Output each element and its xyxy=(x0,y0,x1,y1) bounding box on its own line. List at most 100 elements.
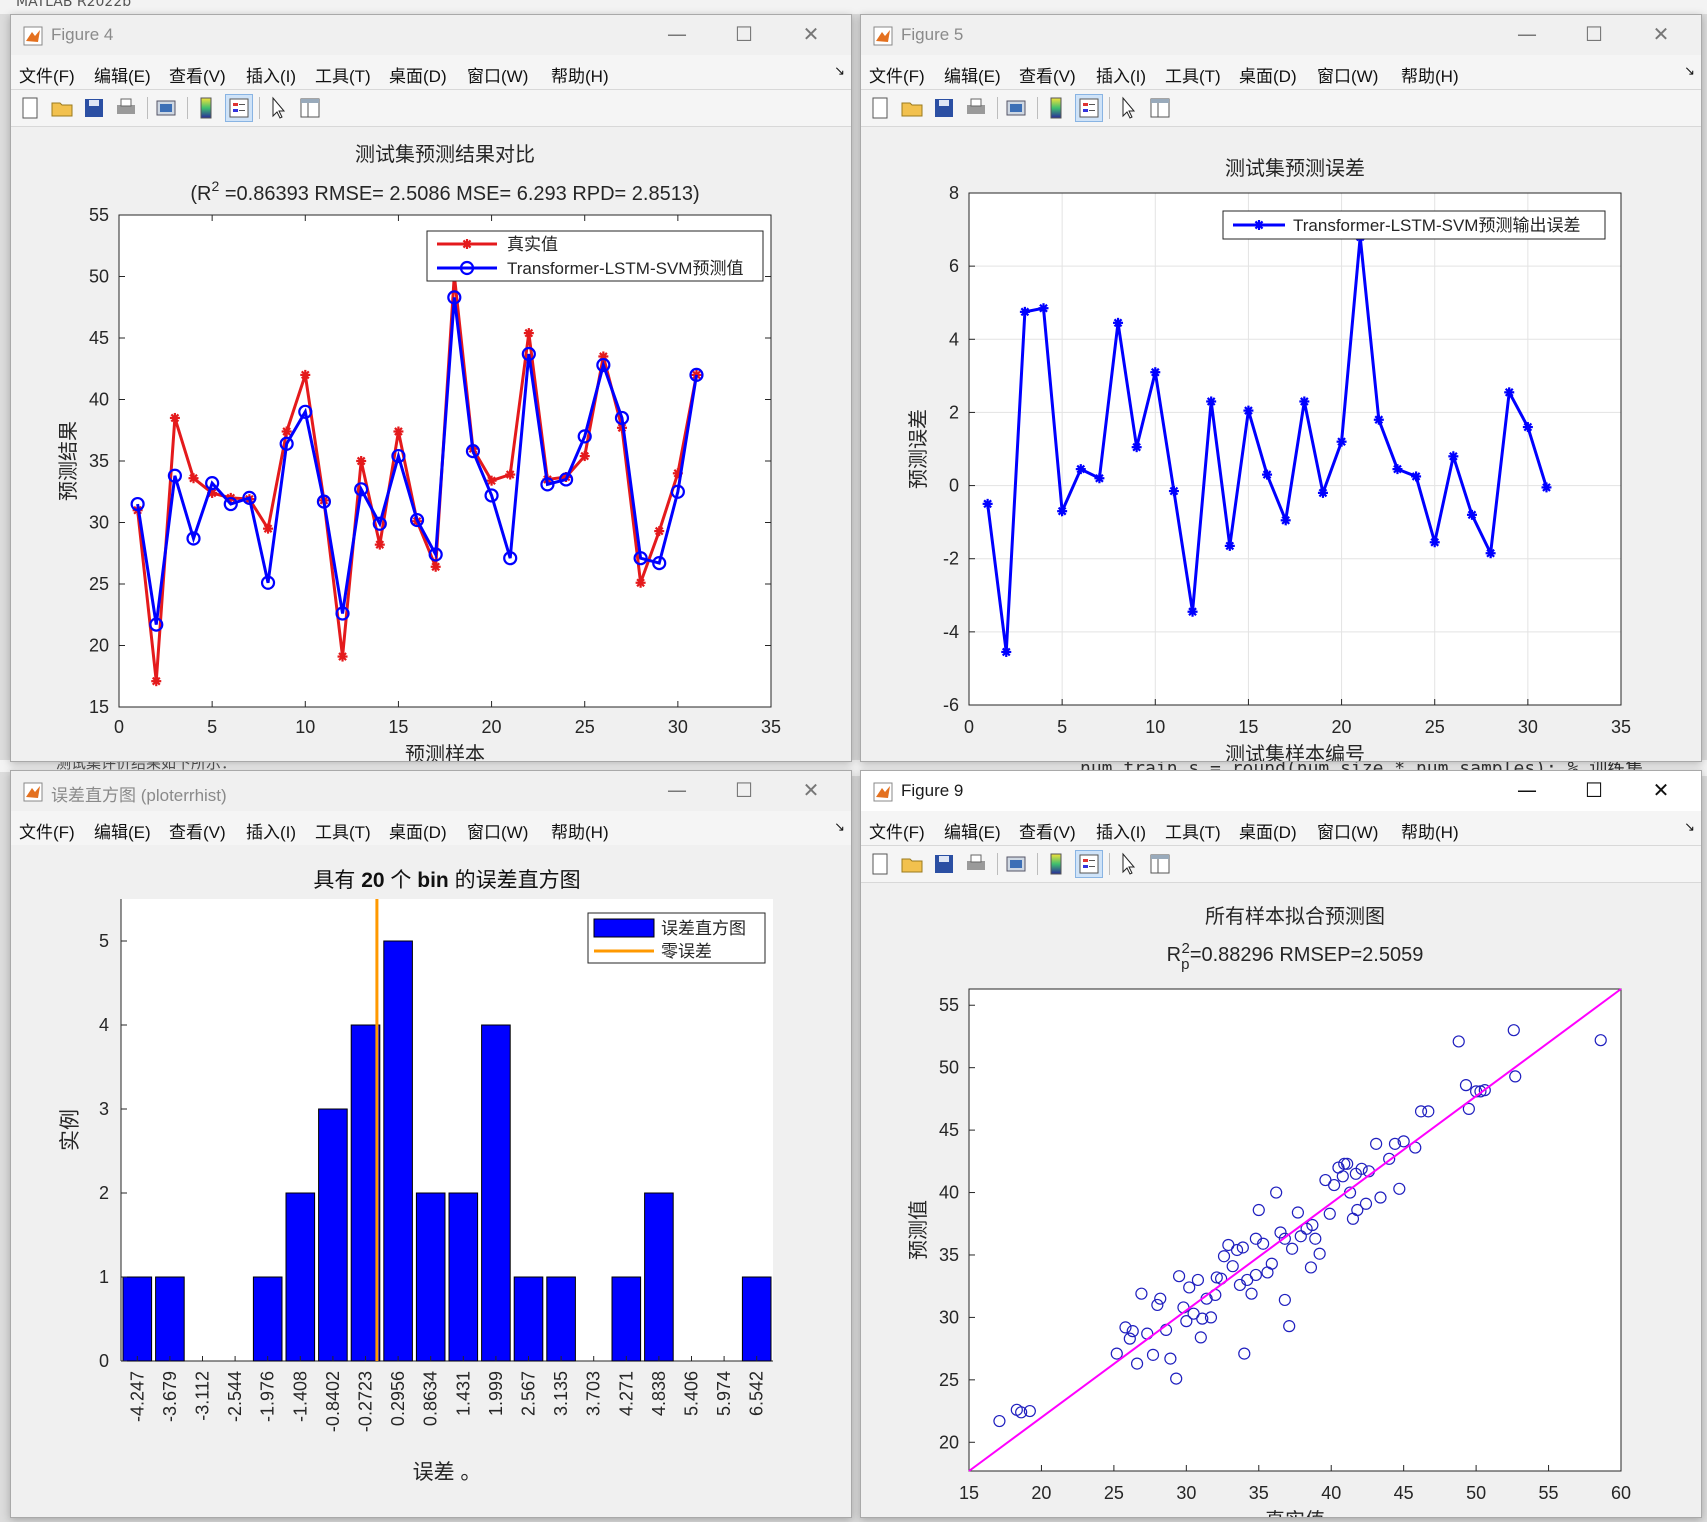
legend-icon[interactable] xyxy=(225,94,253,122)
colorbar-icon[interactable] xyxy=(1043,851,1069,877)
colorbar-icon[interactable] xyxy=(193,95,219,121)
subtitle-superscript: 2 xyxy=(212,178,220,194)
menu-edit[interactable]: 编辑(E) xyxy=(94,823,151,842)
menu-file[interactable]: 文件(F) xyxy=(19,823,75,842)
menu-help[interactable]: 帮助(H) xyxy=(1401,823,1459,842)
menu-window[interactable]: 窗口(W) xyxy=(467,67,529,86)
open-folder-icon[interactable] xyxy=(49,95,75,121)
menu-window[interactable]: 窗口(W) xyxy=(1317,67,1379,86)
close-button[interactable]: ✕ xyxy=(1652,778,1670,802)
window-titlebar[interactable]: Figure 9 — ☐ ✕ xyxy=(861,771,1701,811)
close-button[interactable]: ✕ xyxy=(802,778,820,802)
menu-file[interactable]: 文件(F) xyxy=(869,823,925,842)
save-icon[interactable] xyxy=(931,851,957,877)
menu-file[interactable]: 文件(F) xyxy=(869,67,925,86)
new-file-icon[interactable] xyxy=(17,95,43,121)
figure-5-window[interactable]: Figure 5 — ☐ ✕ 文件(F) 编辑(E) 查看(V) 插入(I) 工… xyxy=(860,14,1702,762)
minimize-button[interactable]: — xyxy=(1517,778,1537,802)
menu-insert[interactable]: 插入(I) xyxy=(1096,823,1147,842)
menu-desktop[interactable]: 桌面(D) xyxy=(389,67,447,86)
data-point-pred xyxy=(391,448,406,464)
close-button[interactable]: ✕ xyxy=(802,22,820,46)
data-point-pred xyxy=(186,531,201,546)
window-titlebar[interactable]: Figure 4 — ☐ ✕ xyxy=(11,15,851,55)
property-editor-icon[interactable] xyxy=(1147,851,1173,877)
menu-tools[interactable]: 工具(T) xyxy=(1165,823,1221,842)
close-button[interactable]: ✕ xyxy=(1652,22,1670,46)
property-editor-icon[interactable] xyxy=(297,95,323,121)
menu-insert[interactable]: 插入(I) xyxy=(1096,67,1147,86)
pointer-icon[interactable] xyxy=(1115,851,1141,877)
subtitle-part: (R xyxy=(190,183,211,205)
minimize-button[interactable]: — xyxy=(667,22,687,46)
menu-view[interactable]: 查看(V) xyxy=(169,823,226,842)
print-icon[interactable] xyxy=(963,95,989,121)
pointer-icon[interactable] xyxy=(265,95,291,121)
scatter-point xyxy=(1130,1357,1144,1370)
figure-9-window[interactable]: Figure 9 — ☐ ✕ 文件(F) 编辑(E) 查看(V) 插入(I) 工… xyxy=(860,770,1702,1518)
menu-bar: 文件(F) 编辑(E) 查看(V) 插入(I) 工具(T) 桌面(D) 窗口(W… xyxy=(11,55,851,89)
figure-4-window[interactable]: Figure 4 — ☐ ✕ 文件(F) 编辑(E) 查看(V) 插入(I) 工… xyxy=(10,14,852,762)
star-stroke xyxy=(524,328,534,338)
maximize-button[interactable]: ☐ xyxy=(735,22,753,46)
dock-arrow-icon[interactable]: ↘ xyxy=(1684,819,1695,834)
menu-desktop[interactable]: 桌面(D) xyxy=(1239,67,1297,86)
open-folder-icon[interactable] xyxy=(899,851,925,877)
dock-arrow-icon[interactable]: ↘ xyxy=(1684,63,1695,78)
window-titlebar[interactable]: Figure 5 — ☐ ✕ xyxy=(861,15,1701,55)
subtitle-part: R xyxy=(1167,944,1181,966)
open-folder-icon[interactable] xyxy=(899,95,925,121)
menu-file[interactable]: 文件(F) xyxy=(19,67,75,86)
menu-insert[interactable]: 插入(I) xyxy=(246,823,297,842)
pointer-icon[interactable] xyxy=(1115,95,1141,121)
menu-tools[interactable]: 工具(T) xyxy=(315,823,371,842)
error-histogram-window[interactable]: 误差直方图 (ploterrhist) — ☐ ✕ 文件(F) 编辑(E) 查看… xyxy=(10,770,852,1518)
menu-tools[interactable]: 工具(T) xyxy=(1165,67,1221,86)
link-plot-icon[interactable] xyxy=(153,95,179,121)
menu-desktop[interactable]: 桌面(D) xyxy=(1239,823,1297,842)
new-file-icon[interactable] xyxy=(867,851,893,877)
new-file-icon[interactable] xyxy=(867,95,893,121)
histogram-bar xyxy=(448,1192,479,1362)
menu-edit[interactable]: 编辑(E) xyxy=(944,823,1001,842)
axes-box xyxy=(968,192,1622,706)
legend-icon[interactable] xyxy=(1075,94,1103,122)
save-icon[interactable] xyxy=(81,95,107,121)
maximize-button[interactable]: ☐ xyxy=(1585,778,1603,802)
link-plot-icon[interactable] xyxy=(1003,95,1029,121)
scatter-point xyxy=(1146,1348,1160,1361)
minimize-button[interactable]: — xyxy=(1517,22,1537,46)
menu-edit[interactable]: 编辑(E) xyxy=(94,67,151,86)
save-icon[interactable] xyxy=(931,95,957,121)
property-editor-icon[interactable] xyxy=(1147,95,1173,121)
maximize-button[interactable]: ☐ xyxy=(735,778,753,802)
menu-edit[interactable]: 编辑(E) xyxy=(944,67,1001,86)
figure-9-chart: 所有样本拟合预测图 Rp2=0.88296 RMSEP=2.5059 15 20 25 3… xyxy=(907,905,1631,1517)
print-icon[interactable] xyxy=(963,851,989,877)
menu-help[interactable]: 帮助(H) xyxy=(1401,67,1459,86)
menu-insert[interactable]: 插入(I) xyxy=(246,67,297,86)
x-tick-label: 0.8634 xyxy=(421,1371,441,1426)
menu-view[interactable]: 查看(V) xyxy=(1019,823,1076,842)
link-plot-icon[interactable] xyxy=(1003,851,1029,877)
y-axis-label: 预测误差 xyxy=(907,409,930,489)
data-point-pred xyxy=(149,617,164,632)
menu-view[interactable]: 查看(V) xyxy=(1019,67,1076,86)
menu-tools[interactable]: 工具(T) xyxy=(315,67,371,86)
colorbar-icon[interactable] xyxy=(1043,95,1069,121)
menu-help[interactable]: 帮助(H) xyxy=(551,67,609,86)
star-stroke xyxy=(505,470,515,479)
dock-arrow-icon[interactable]: ↘ xyxy=(834,63,845,78)
menu-desktop[interactable]: 桌面(D) xyxy=(389,823,447,842)
menu-help[interactable]: 帮助(H) xyxy=(551,823,609,842)
maximize-button[interactable]: ☐ xyxy=(1585,22,1603,46)
menu-view[interactable]: 查看(V) xyxy=(169,67,226,86)
scatter-point xyxy=(1323,1207,1336,1220)
print-icon[interactable] xyxy=(113,95,139,121)
legend-icon[interactable] xyxy=(1075,850,1103,878)
window-titlebar[interactable]: 误差直方图 (ploterrhist) — ☐ ✕ xyxy=(11,771,851,811)
menu-window[interactable]: 窗口(W) xyxy=(1317,823,1379,842)
minimize-button[interactable]: — xyxy=(667,778,687,802)
menu-window[interactable]: 窗口(W) xyxy=(467,823,529,842)
dock-arrow-icon[interactable]: ↘ xyxy=(834,819,845,834)
